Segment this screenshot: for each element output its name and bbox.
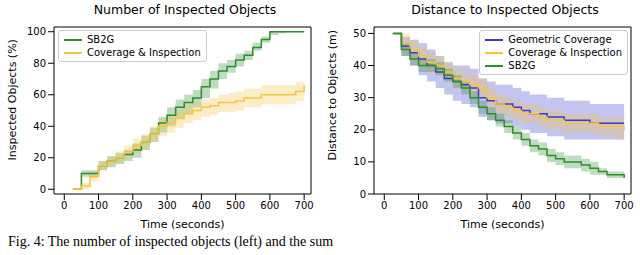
svg-text:20: 20 <box>353 124 366 135</box>
html-text:Coverage & Inspection: Coverage & Inspection <box>87 47 201 58</box>
svg-text:500: 500 <box>226 200 245 211</box>
svg-text:80: 80 <box>33 58 46 69</box>
svg-text:400: 400 <box>512 200 531 211</box>
html-text:SB2G: SB2G <box>87 34 115 45</box>
svg-text:300: 300 <box>478 200 497 211</box>
svg-text:Inspected Objects (%): Inspected Objects (%) <box>8 39 19 160</box>
svg-text:Time (seconds): Time (seconds) <box>460 218 545 231</box>
html-text:Fig. 4: The number of inspecte: Fig. 4: The number of inspected objects … <box>8 234 334 249</box>
svg-text:40: 40 <box>353 60 366 71</box>
html-text:Coverage & Inspection: Coverage & Inspection <box>508 47 622 58</box>
svg-text:0: 0 <box>381 200 387 211</box>
svg-text:40: 40 <box>33 121 46 132</box>
svg-text:0: 0 <box>40 184 46 195</box>
svg-text:700: 700 <box>295 200 314 211</box>
svg-text:50: 50 <box>353 28 366 39</box>
svg-text:600: 600 <box>260 200 279 211</box>
html-text:SB2G: SB2G <box>508 60 536 71</box>
html-text:Number of Inspected Objects: Number of Inspected Objects <box>93 2 277 17</box>
svg-text:400: 400 <box>192 200 211 211</box>
svg-text:30: 30 <box>353 92 366 103</box>
svg-text:60: 60 <box>33 89 46 100</box>
svg-text:600: 600 <box>580 200 599 211</box>
svg-text:700: 700 <box>615 200 632 211</box>
svg-text:200: 200 <box>123 200 142 211</box>
svg-text:100: 100 <box>27 26 46 37</box>
svg-text:Distance to Objects (m): Distance to Objects (m) <box>326 30 339 161</box>
svg-text:0: 0 <box>61 200 67 211</box>
svg-text:100: 100 <box>409 200 428 211</box>
svg-text:10: 10 <box>353 156 366 167</box>
html-text:Geometric Coverage: Geometric Coverage <box>508 34 612 45</box>
svg-text:0: 0 <box>360 189 366 200</box>
svg-text:100: 100 <box>89 200 108 211</box>
html-text:Distance to Inspected Objects: Distance to Inspected Objects <box>411 2 599 17</box>
svg-text:Time (seconds): Time (seconds) <box>140 218 225 231</box>
svg-text:500: 500 <box>546 200 565 211</box>
svg-text:300: 300 <box>158 200 177 211</box>
svg-text:200: 200 <box>443 200 462 211</box>
svg-text:20: 20 <box>33 152 46 163</box>
